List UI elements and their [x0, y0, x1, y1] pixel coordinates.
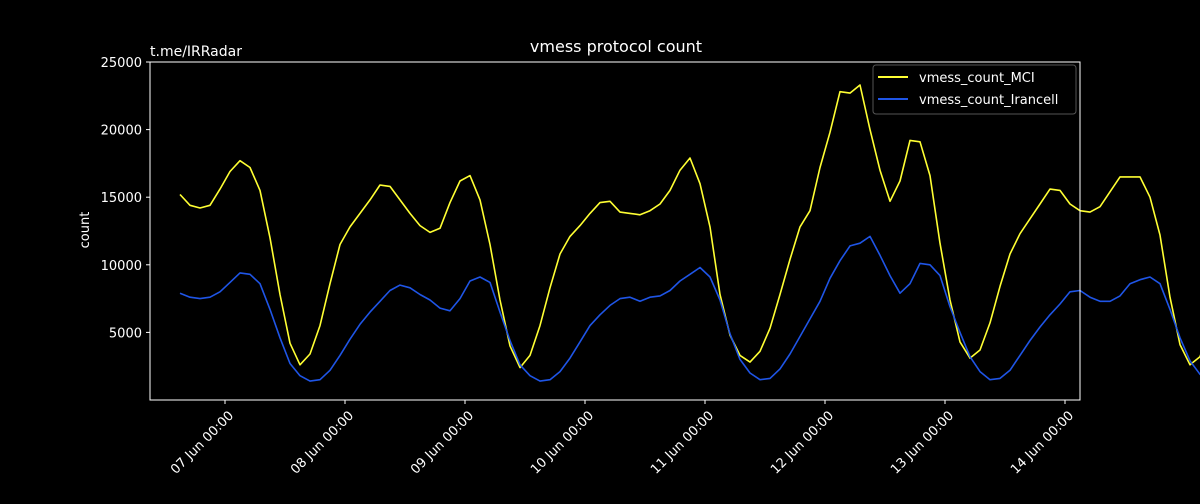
y-tick-label: 10000: [101, 259, 142, 274]
series-line-mci: [179, 84, 1200, 369]
legend-label-irancell: vmess_count_Irancell: [919, 93, 1058, 108]
plot-frame: [149, 61, 1081, 401]
y-tick-label: 20000: [101, 124, 142, 139]
series-line-irancell: [179, 235, 1200, 382]
legend-box: [872, 64, 1077, 115]
y-axis-label: count: [78, 212, 93, 249]
legend-label-mci: vmess_count_MCI: [919, 71, 1035, 86]
y-tick-label: 25000: [101, 56, 142, 71]
chart-legend: vmess_count_MCI vmess_count_Irancell: [872, 64, 1077, 115]
y-tick-label: 5000: [109, 326, 142, 341]
y-tick-label: 15000: [101, 191, 142, 206]
y-axis-ticks: 5000 10000 15000 20000 25000: [101, 56, 150, 341]
chart-title: vmess protocol count: [530, 37, 702, 56]
series-layer: [179, 84, 1200, 382]
watermark-text: t.me/IRRadar: [150, 44, 242, 60]
